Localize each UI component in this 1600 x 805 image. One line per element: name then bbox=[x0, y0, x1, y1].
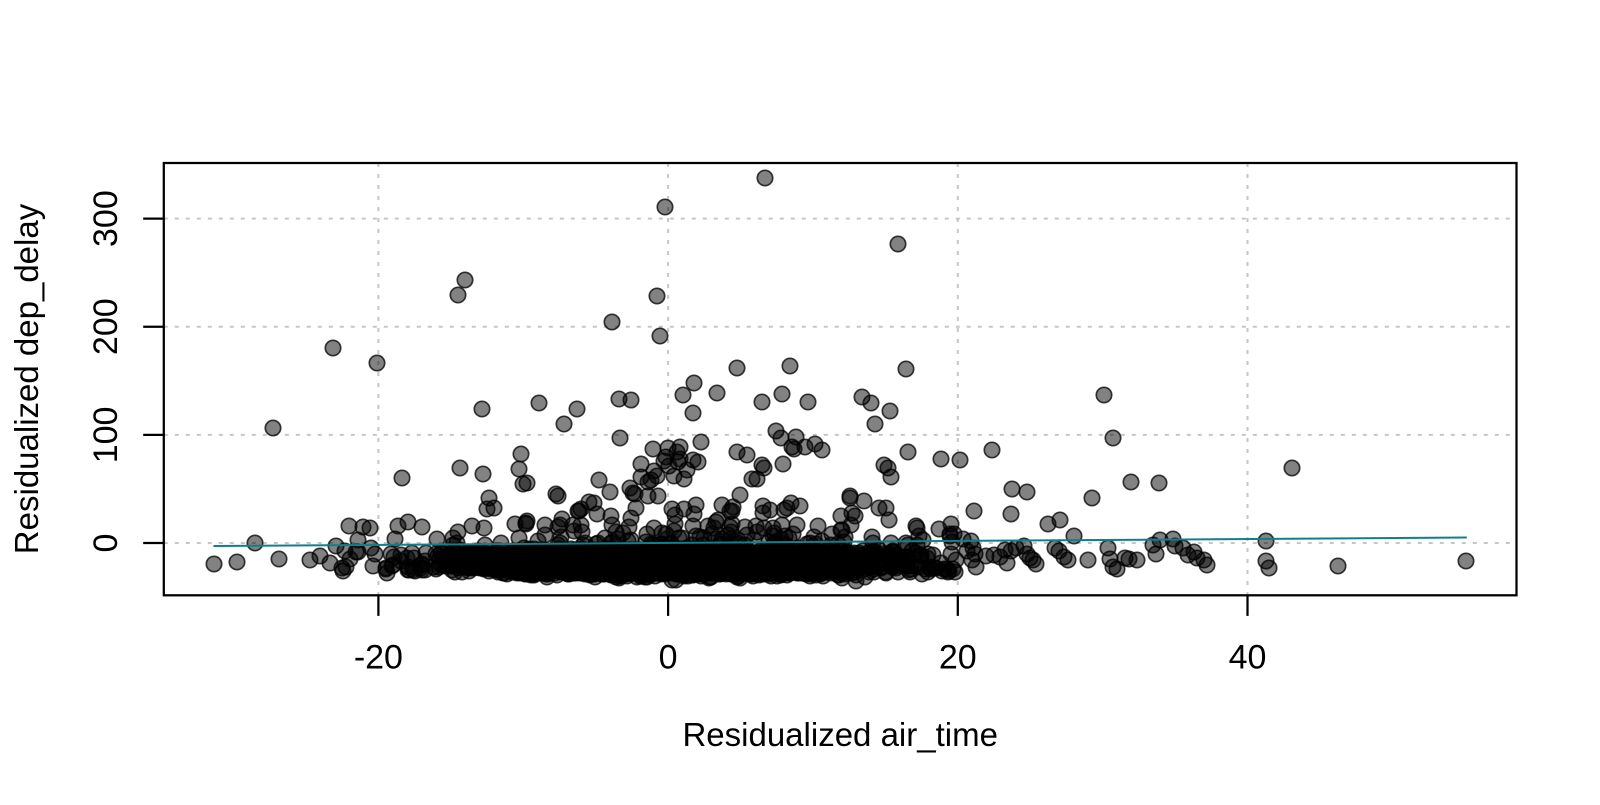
svg-text:300: 300 bbox=[87, 190, 125, 247]
svg-text:Residualized dep_delay: Residualized dep_delay bbox=[8, 203, 45, 554]
svg-text:0: 0 bbox=[87, 534, 125, 553]
svg-text:40: 40 bbox=[1229, 639, 1267, 677]
svg-text:20: 20 bbox=[939, 639, 977, 677]
svg-text:-20: -20 bbox=[354, 639, 403, 677]
svg-text:100: 100 bbox=[87, 407, 125, 464]
svg-text:0: 0 bbox=[659, 639, 678, 677]
svg-text:Residualized air_time: Residualized air_time bbox=[682, 716, 997, 753]
svg-text:200: 200 bbox=[87, 298, 125, 355]
